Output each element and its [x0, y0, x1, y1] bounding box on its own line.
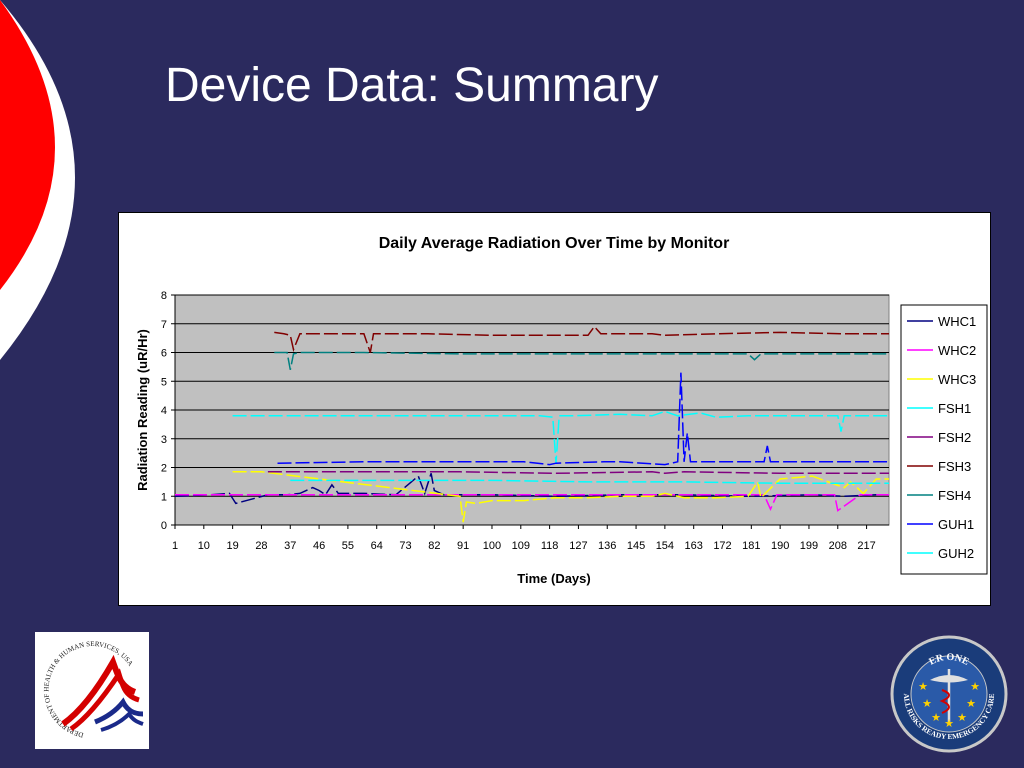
- x-tick-label: 73: [399, 540, 411, 552]
- y-tick-label: 6: [161, 348, 167, 360]
- svg-text:★: ★: [931, 711, 941, 724]
- x-tick-label: 1: [172, 540, 178, 552]
- x-tick-label: 82: [428, 540, 440, 552]
- legend-label-whc1: WHC1: [938, 314, 976, 329]
- svg-text:★: ★: [922, 697, 932, 710]
- svg-text:ER ONE: ER ONE: [927, 652, 971, 668]
- svg-text:DEPARTMENT OF HEALTH & HUMAN S: DEPARTMENT OF HEALTH & HUMAN SERVICES, U…: [42, 640, 134, 739]
- decorative-arcs: [0, 0, 75, 360]
- x-tick-label: 208: [829, 540, 847, 552]
- series-line-guh2: [290, 479, 889, 485]
- svg-text:★: ★: [966, 697, 976, 710]
- hhs-red-stripe-2: [69, 668, 140, 732]
- svg-text:★: ★: [918, 680, 928, 693]
- y-tick-label: 2: [161, 463, 167, 475]
- x-tick-label: 190: [771, 540, 789, 552]
- x-tick-label: 145: [627, 540, 645, 552]
- legend-label-guh2: GUH2: [938, 546, 974, 561]
- series-line-fsh2: [267, 471, 889, 475]
- series-line-fsh3: [274, 325, 889, 353]
- x-tick-label: 19: [227, 540, 239, 552]
- x-tick-label: 55: [342, 540, 354, 552]
- hhs-blue-stripe: [94, 697, 144, 725]
- x-tick-label: 37: [284, 540, 296, 552]
- legend-label-fsh4: FSH4: [938, 488, 971, 503]
- x-tick-label: 91: [457, 540, 469, 552]
- hhs-logo: DEPARTMENT OF HEALTH & HUMAN SERVICES, U…: [35, 632, 149, 749]
- line-chart: Daily Average Radiation Over Time by Mon…: [135, 235, 988, 586]
- x-axis-label: Time (Days): [517, 571, 590, 586]
- legend-label-fsh2: FSH2: [938, 430, 971, 445]
- legend-label-fsh3: FSH3: [938, 459, 971, 474]
- x-tick-label: 163: [685, 540, 703, 552]
- x-tick-label: 109: [512, 540, 530, 552]
- series-line-fsh1: [232, 410, 889, 464]
- caduceus-icon: [930, 669, 968, 725]
- legend-label-fsh1: FSH1: [938, 401, 971, 416]
- svg-text:★: ★: [944, 717, 954, 730]
- chart-container: Daily Average Radiation Over Time by Mon…: [118, 212, 991, 606]
- y-tick-label: 4: [161, 405, 167, 417]
- x-tick-label: 10: [198, 540, 210, 552]
- series-line-guh1: [277, 372, 889, 466]
- er-one-seal: ER ONE ALL RISKS READY EMERGENCY CARE ★ ★…: [890, 635, 1008, 758]
- legend-label-whc3: WHC3: [938, 372, 976, 387]
- x-tick-label: 154: [656, 540, 674, 552]
- hhs-blue-stripe-2: [100, 710, 144, 732]
- y-tick-label: 0: [161, 520, 167, 532]
- x-tick-label: 136: [598, 540, 616, 552]
- x-tick-label: 217: [857, 540, 875, 552]
- series-line-whc2: [175, 494, 889, 512]
- svg-text:★: ★: [970, 680, 980, 693]
- x-tick-label: 64: [371, 540, 383, 552]
- y-axis-label: Radiation Reading (uR/Hr): [135, 329, 150, 491]
- series-line-whc3: [232, 471, 889, 523]
- legend-label-whc2: WHC2: [938, 343, 976, 358]
- x-tick-label: 181: [742, 540, 760, 552]
- y-tick-label: 7: [161, 319, 167, 331]
- x-tick-label: 28: [255, 540, 267, 552]
- hhs-logo-text: DEPARTMENT OF HEALTH & HUMAN SERVICES, U…: [42, 640, 134, 739]
- svg-text:★: ★: [957, 711, 967, 724]
- x-tick-label: 46: [313, 540, 325, 552]
- chart-title: Daily Average Radiation Over Time by Mon…: [379, 235, 730, 252]
- slide-title: Device Data: Summary: [165, 59, 659, 112]
- y-tick-label: 8: [161, 290, 167, 302]
- legend-label-guh1: GUH1: [938, 517, 974, 532]
- red-arc: [0, 0, 55, 290]
- x-tick-label: 199: [800, 540, 818, 552]
- star-icons: ★ ★ ★ ★ ★ ★ ★: [918, 680, 980, 730]
- x-tick-label: 127: [569, 540, 587, 552]
- seal-top-text: ER ONE: [927, 652, 971, 668]
- x-tick-label: 100: [483, 540, 501, 552]
- y-tick-label: 5: [161, 376, 167, 388]
- series-line-fsh4: [274, 351, 889, 370]
- x-tick-label: 118: [541, 540, 559, 552]
- x-tick-label: 172: [713, 540, 731, 552]
- y-tick-label: 1: [161, 491, 167, 503]
- y-tick-label: 3: [161, 434, 167, 446]
